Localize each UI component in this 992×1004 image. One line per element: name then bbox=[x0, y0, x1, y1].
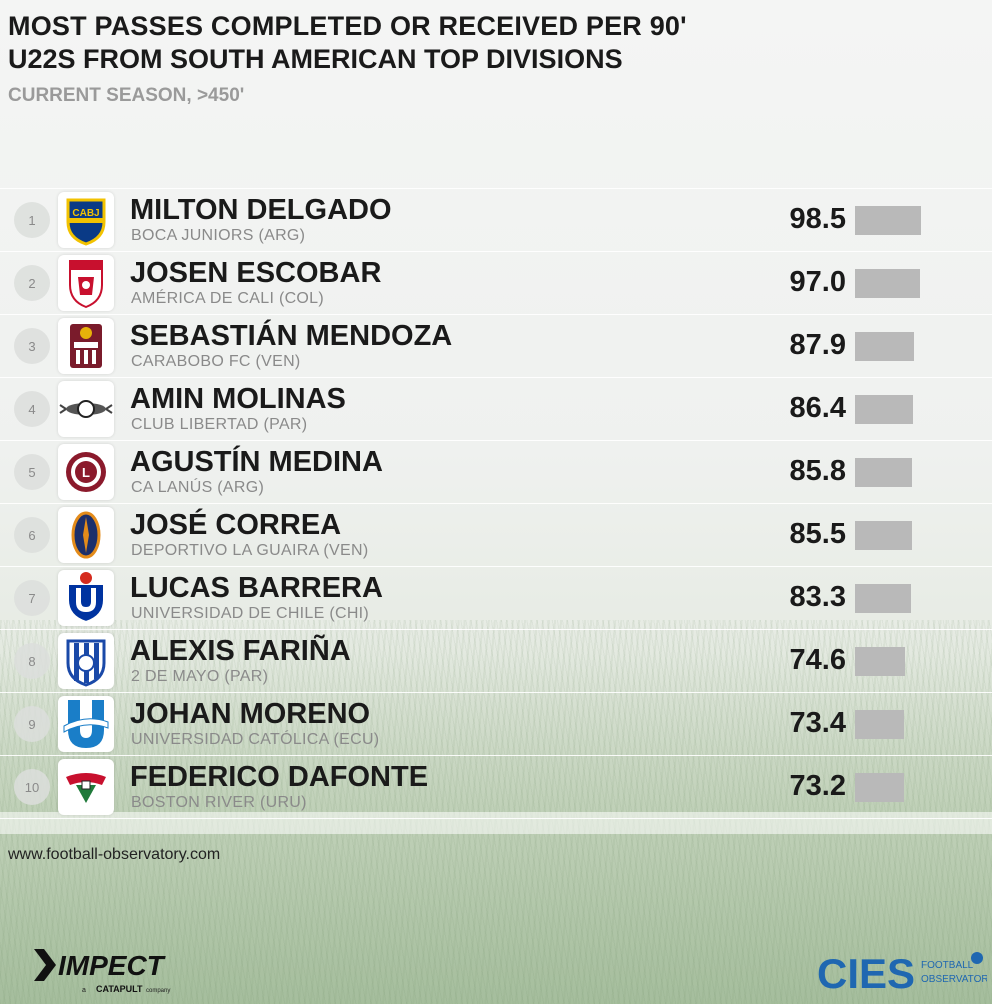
chart-note: CURRENT SEASON, >450' bbox=[8, 85, 245, 106]
source-link[interactable]: www.football-observatory.com bbox=[8, 846, 221, 863]
2-de-mayo-crest-icon bbox=[58, 633, 114, 689]
value-label: 85.5 bbox=[789, 518, 846, 550]
table-row: 6 JOSÉ CORREA DEPORTIVO LA GUAIRA (VEN) 85.… bbox=[0, 503, 992, 566]
club-name: AMÉRICA DE CALI (COL) bbox=[131, 290, 325, 307]
value-label: 73.2 bbox=[789, 770, 846, 802]
impect-tagline-prefix: a bbox=[82, 987, 86, 994]
rank-badge: 8 bbox=[14, 643, 50, 679]
table-row: 8 ALEXIS FARIÑA 2 DE MAYO (PAR) 74.6 bbox=[0, 629, 992, 692]
cies-logo: CIES FOOTBALL OBSERVATORY bbox=[817, 950, 987, 996]
player-name: JOSÉ CORREA bbox=[130, 509, 342, 541]
boca-juniors-crest-icon: CABJ bbox=[58, 192, 114, 248]
impect-wordmark: IMPECT bbox=[58, 950, 167, 981]
value-label: 85.8 bbox=[789, 455, 846, 487]
value-label: 74.6 bbox=[789, 644, 846, 676]
value-bar bbox=[855, 647, 905, 676]
rank-badge: 4 bbox=[14, 391, 50, 427]
svg-text:CABJ: CABJ bbox=[72, 208, 99, 219]
value-bar bbox=[855, 710, 904, 739]
table-row: 7 LUCAS BARRERA UNIVERSIDAD DE CHILE (CHI)… bbox=[0, 566, 992, 629]
libertad-crest-icon bbox=[58, 381, 114, 437]
rank-badge: 9 bbox=[14, 706, 50, 742]
player-name: SEBASTIÁN MENDOZA bbox=[130, 320, 453, 352]
player-name: JOSEN ESCOBAR bbox=[130, 257, 382, 289]
svg-text:L: L bbox=[82, 465, 90, 480]
lanus-crest-icon: L bbox=[58, 444, 114, 500]
player-name: LUCAS BARRERA bbox=[130, 572, 383, 604]
table-row: 5 L AGUSTÍN MEDINA CA LANÚS (ARG) 85.8 bbox=[0, 440, 992, 503]
la-guaira-crest-icon bbox=[58, 507, 114, 563]
table-row: 4 AMIN MOLINAS CLUB LIBERTAD (PAR) 86.4 bbox=[0, 377, 992, 440]
pitch-line bbox=[0, 812, 992, 834]
club-name: DEPORTIVO LA GUAIRA (VEN) bbox=[131, 542, 369, 559]
club-name: CA LANÚS (ARG) bbox=[131, 479, 265, 496]
club-name: BOSTON RIVER (URU) bbox=[131, 794, 307, 811]
value-bar bbox=[855, 395, 913, 424]
rank-badge: 7 bbox=[14, 580, 50, 616]
table-row: 9 JOHAN MORENO UNIVERSIDAD CATÓLICA (ECU) 7… bbox=[0, 692, 992, 755]
club-name: 2 DE MAYO (PAR) bbox=[131, 668, 269, 685]
cies-wordmark: CIES bbox=[817, 950, 915, 996]
rank-badge: 1 bbox=[14, 202, 50, 238]
value-bar bbox=[855, 332, 914, 361]
rank-badge: 2 bbox=[14, 265, 50, 301]
value-label: 98.5 bbox=[789, 203, 846, 235]
player-name: FEDERICO DAFONTE bbox=[130, 761, 429, 793]
boston-river-crest-icon bbox=[58, 759, 114, 815]
club-name: UNIVERSIDAD CATÓLICA (ECU) bbox=[131, 731, 380, 748]
impect-tagline-brand: CATAPULT bbox=[96, 984, 143, 994]
cies-line2: OBSERVATORY bbox=[921, 974, 987, 985]
player-name: MILTON DELGADO bbox=[130, 194, 392, 226]
table-row: 3 SEBASTIÁN MENDOZA CARABOBO FC (VEN) 87.9 bbox=[0, 314, 992, 377]
value-bar bbox=[855, 269, 920, 298]
chart-title: MOST PASSES COMPLETED OR RECEIVED PER 90… bbox=[8, 11, 687, 41]
value-label: 86.4 bbox=[789, 392, 846, 424]
america-de-cali-crest-icon bbox=[58, 255, 114, 311]
rank-badge: 5 bbox=[14, 454, 50, 490]
table-row: 2 JOSEN ESCOBAR AMÉRICA DE CALI (COL) 97.0 bbox=[0, 251, 992, 314]
universidad-de-chile-crest-icon bbox=[58, 570, 114, 626]
value-bar bbox=[855, 773, 904, 802]
chart-subtitle: U22S FROM SOUTH AMERICAN TOP DIVISIONS bbox=[8, 44, 623, 74]
rank-badge: 6 bbox=[14, 517, 50, 553]
cies-ball-icon bbox=[971, 952, 983, 964]
universidad-catolica-crest-icon bbox=[58, 696, 114, 752]
club-name: BOCA JUNIORS (ARG) bbox=[131, 227, 306, 244]
impect-logo: IMPECT a CATAPULT company bbox=[34, 949, 170, 994]
cies-line1: FOOTBALL bbox=[921, 960, 974, 971]
table-row: 10 FEDERICO DAFONTE BOSTON RIVER (URU) 73.2 bbox=[0, 755, 992, 819]
value-label: 73.4 bbox=[789, 707, 846, 739]
impect-tagline-suffix: company bbox=[146, 988, 170, 994]
player-name: JOHAN MORENO bbox=[130, 698, 371, 730]
value-bar bbox=[855, 206, 921, 235]
rank-badge: 10 bbox=[14, 769, 50, 805]
value-bar bbox=[855, 458, 912, 487]
value-label: 97.0 bbox=[789, 266, 846, 298]
rank-badge: 3 bbox=[14, 328, 50, 364]
player-name: AMIN MOLINAS bbox=[130, 383, 346, 415]
value-label: 83.3 bbox=[789, 581, 846, 613]
club-name: UNIVERSIDAD DE CHILE (CHI) bbox=[131, 605, 370, 622]
value-bar bbox=[855, 521, 912, 550]
player-name: AGUSTÍN MEDINA bbox=[130, 446, 383, 478]
player-name: ALEXIS FARIÑA bbox=[130, 635, 351, 667]
club-name: CARABOBO FC (VEN) bbox=[131, 353, 301, 370]
value-label: 87.9 bbox=[789, 329, 846, 361]
ranking-table: 1 CABJ MILTON DELGADO BOCA JUNIORS (ARG) 98.… bbox=[0, 188, 992, 819]
club-name: CLUB LIBERTAD (PAR) bbox=[131, 416, 308, 433]
carabobo-crest-icon bbox=[58, 318, 114, 374]
value-bar bbox=[855, 584, 911, 613]
table-row: 1 CABJ MILTON DELGADO BOCA JUNIORS (ARG) 98.… bbox=[0, 188, 992, 251]
